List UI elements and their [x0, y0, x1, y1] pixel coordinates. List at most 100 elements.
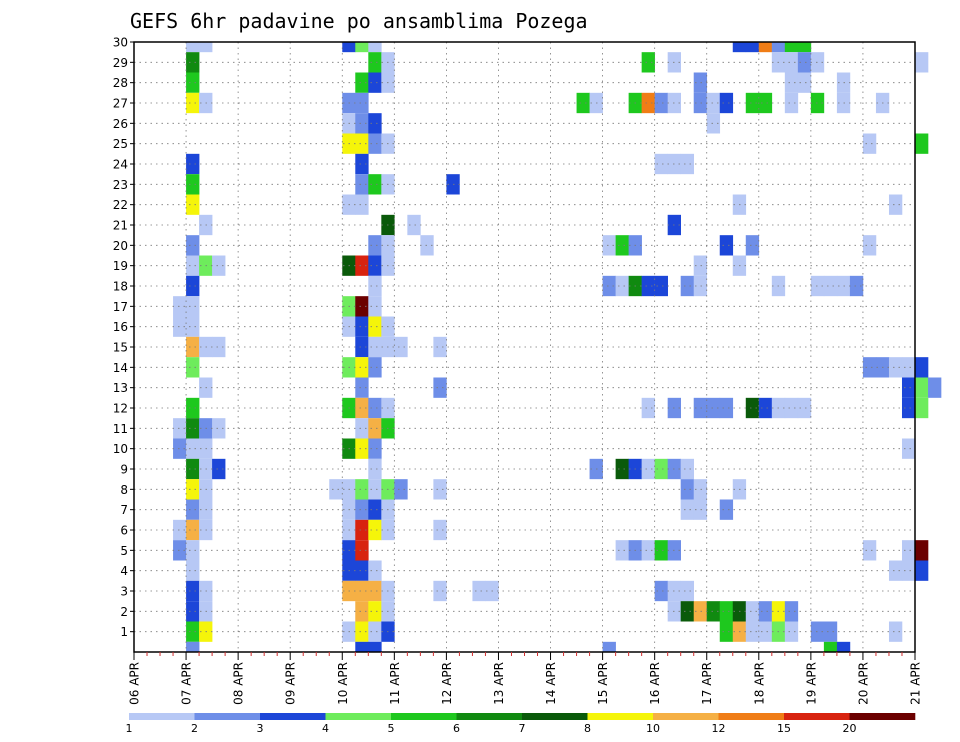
- heatmap-cell: [706, 92, 721, 114]
- heatmap-cell: [693, 275, 708, 297]
- heatmap-cell: [706, 113, 721, 134]
- colorbar-segment: [718, 713, 785, 720]
- heatmap-cell: [355, 438, 369, 459]
- heatmap-cell: [810, 275, 825, 297]
- heatmap-cell: [186, 296, 200, 317]
- heatmap-cell: [355, 255, 369, 276]
- heatmap-cell: [615, 275, 629, 297]
- heatmap-cell: [186, 540, 200, 561]
- heatmap-cell: [915, 357, 929, 378]
- heatmap-cell: [784, 601, 799, 622]
- heatmap-cell: [355, 479, 369, 500]
- heatmap-cell: [368, 641, 382, 652]
- heatmap-cell: [368, 499, 382, 520]
- heatmap-cell: [654, 540, 668, 561]
- heatmap-cell: [186, 499, 200, 520]
- heatmap-cell: [212, 458, 226, 480]
- colorbar-label: 2: [191, 722, 198, 735]
- heatmap-cell: [602, 235, 616, 256]
- heatmap-cell: [823, 621, 838, 642]
- colorbar-label: 4: [322, 722, 329, 735]
- heatmap-cell: [719, 92, 734, 114]
- heatmap-cell: [706, 601, 721, 622]
- heatmap-cell: [654, 153, 668, 175]
- heatmap-cell: [368, 580, 382, 602]
- heatmap-cell: [719, 601, 734, 622]
- x-tick-label: 07 APR: [180, 662, 194, 705]
- heatmap-cell: [888, 560, 903, 581]
- heatmap-cell: [615, 540, 629, 561]
- heatmap-cell: [355, 72, 369, 93]
- heatmap-cell: [680, 458, 695, 480]
- heatmap-cell: [706, 397, 721, 419]
- y-tick-label: 16: [113, 320, 128, 334]
- x-tick-label: 15 APR: [596, 662, 610, 705]
- heatmap-cell: [433, 377, 447, 398]
- heatmap-cell: [901, 540, 916, 561]
- heatmap-cell: [342, 42, 356, 53]
- heatmap-cell: [680, 580, 695, 602]
- heatmap-cell: [212, 336, 226, 358]
- colorbar-segment: [391, 713, 457, 720]
- heatmap-cell: [797, 52, 812, 73]
- heatmap-cell: [771, 42, 786, 53]
- heatmap-cell: [368, 336, 382, 358]
- heatmap-cell: [186, 316, 200, 337]
- chart-title: GEFS 6hr padavine po ansamblima Pozega: [130, 9, 588, 33]
- heatmap-cell: [784, 52, 799, 73]
- heatmap-cell: [901, 357, 916, 378]
- heatmap-cell: [355, 153, 369, 175]
- heatmap-cell: [784, 621, 799, 642]
- y-tick-label: 24: [113, 158, 128, 172]
- x-tick-label: 11 APR: [388, 662, 402, 705]
- heatmap-cell: [680, 275, 695, 297]
- colorbar-segment: [325, 713, 392, 720]
- heatmap-cell: [849, 275, 864, 297]
- heatmap-cell: [901, 560, 916, 581]
- heatmap-cell: [355, 316, 369, 337]
- heatmap-cell: [915, 133, 929, 154]
- heatmap-cell: [602, 275, 616, 297]
- heatmap-cell: [784, 92, 799, 114]
- grid-lines: [134, 42, 915, 652]
- colorbar-segment: [587, 713, 654, 720]
- colorbar: 1 2 3 4 5 6 7 8 10 12 15 20: [126, 713, 916, 735]
- heatmap-cell: [394, 479, 408, 500]
- colorbar-label: 6: [453, 722, 460, 735]
- heatmap-cell: [186, 255, 200, 276]
- heatmap-cell: [186, 42, 200, 53]
- colorbar-label: 3: [257, 722, 264, 735]
- x-tick-label: 18 APR: [752, 662, 766, 705]
- y-tick-label: 25: [113, 137, 128, 151]
- heatmap-cell: [758, 621, 773, 642]
- x-tick-label: 17 APR: [700, 662, 714, 705]
- heatmap-cell: [173, 296, 187, 317]
- heatmap-cell: [693, 499, 708, 520]
- heatmap-cell: [472, 580, 486, 602]
- y-tick-label: 20: [113, 239, 128, 253]
- heatmap-cell: [394, 336, 408, 358]
- x-tick-label: 14 APR: [544, 662, 558, 705]
- heatmap-cell: [641, 275, 655, 297]
- y-tick-label: 19: [113, 259, 128, 273]
- heatmap-cell: [368, 397, 382, 419]
- heatmap-cell: [654, 458, 668, 480]
- heatmap-cell: [186, 153, 200, 175]
- heatmap-cell: [915, 540, 929, 561]
- heatmap-cell: [355, 92, 369, 114]
- heatmap-cell: [420, 235, 434, 256]
- heatmap-cell: [784, 397, 799, 419]
- colorbar-segment: [129, 713, 195, 720]
- heatmap-cell: [810, 92, 825, 114]
- y-tick-label: 30: [113, 36, 128, 50]
- colorbar-segment: [784, 713, 850, 720]
- colorbar-label: 15: [777, 722, 791, 735]
- heatmap-cells: [173, 42, 942, 652]
- heatmap-cell: [732, 42, 747, 53]
- heatmap-cell: [433, 336, 447, 358]
- heatmap-cell: [368, 519, 382, 541]
- y-tick-label: 13: [113, 381, 128, 395]
- heatmap-cell: [355, 540, 369, 561]
- x-tick-label: 13 APR: [492, 662, 506, 705]
- heatmap-cell: [355, 519, 369, 541]
